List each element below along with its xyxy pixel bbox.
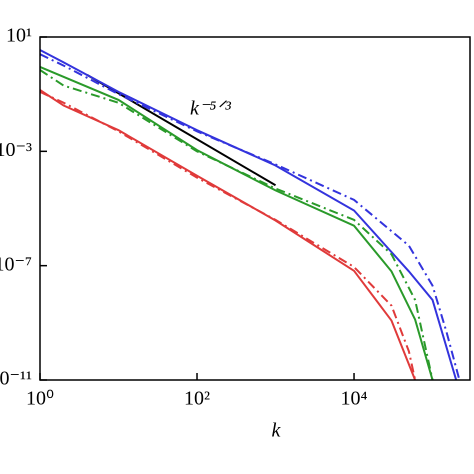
series-line bbox=[39, 53, 461, 381]
x-axis-label: k bbox=[272, 420, 282, 442]
y-tick-label: 10¹ bbox=[6, 25, 32, 47]
annotation: k⁻⁵ᐟ³ bbox=[190, 98, 232, 120]
x-tick-label: 10⁰ bbox=[26, 388, 54, 410]
y-tick-label: 10⁻¹¹ bbox=[0, 368, 32, 390]
series-line bbox=[39, 69, 434, 381]
x-tick-label: 10² bbox=[184, 388, 210, 410]
series-line bbox=[39, 49, 458, 381]
series-line bbox=[39, 90, 417, 381]
series-line bbox=[39, 89, 417, 381]
series-line bbox=[39, 65, 434, 381]
reference-line bbox=[86, 74, 277, 187]
y-tick-label: 10⁻⁷ bbox=[0, 253, 32, 275]
plot-frame bbox=[39, 36, 471, 381]
y-tick-label: 10⁻³ bbox=[0, 139, 32, 161]
x-tick-label: 10⁴ bbox=[341, 388, 368, 410]
